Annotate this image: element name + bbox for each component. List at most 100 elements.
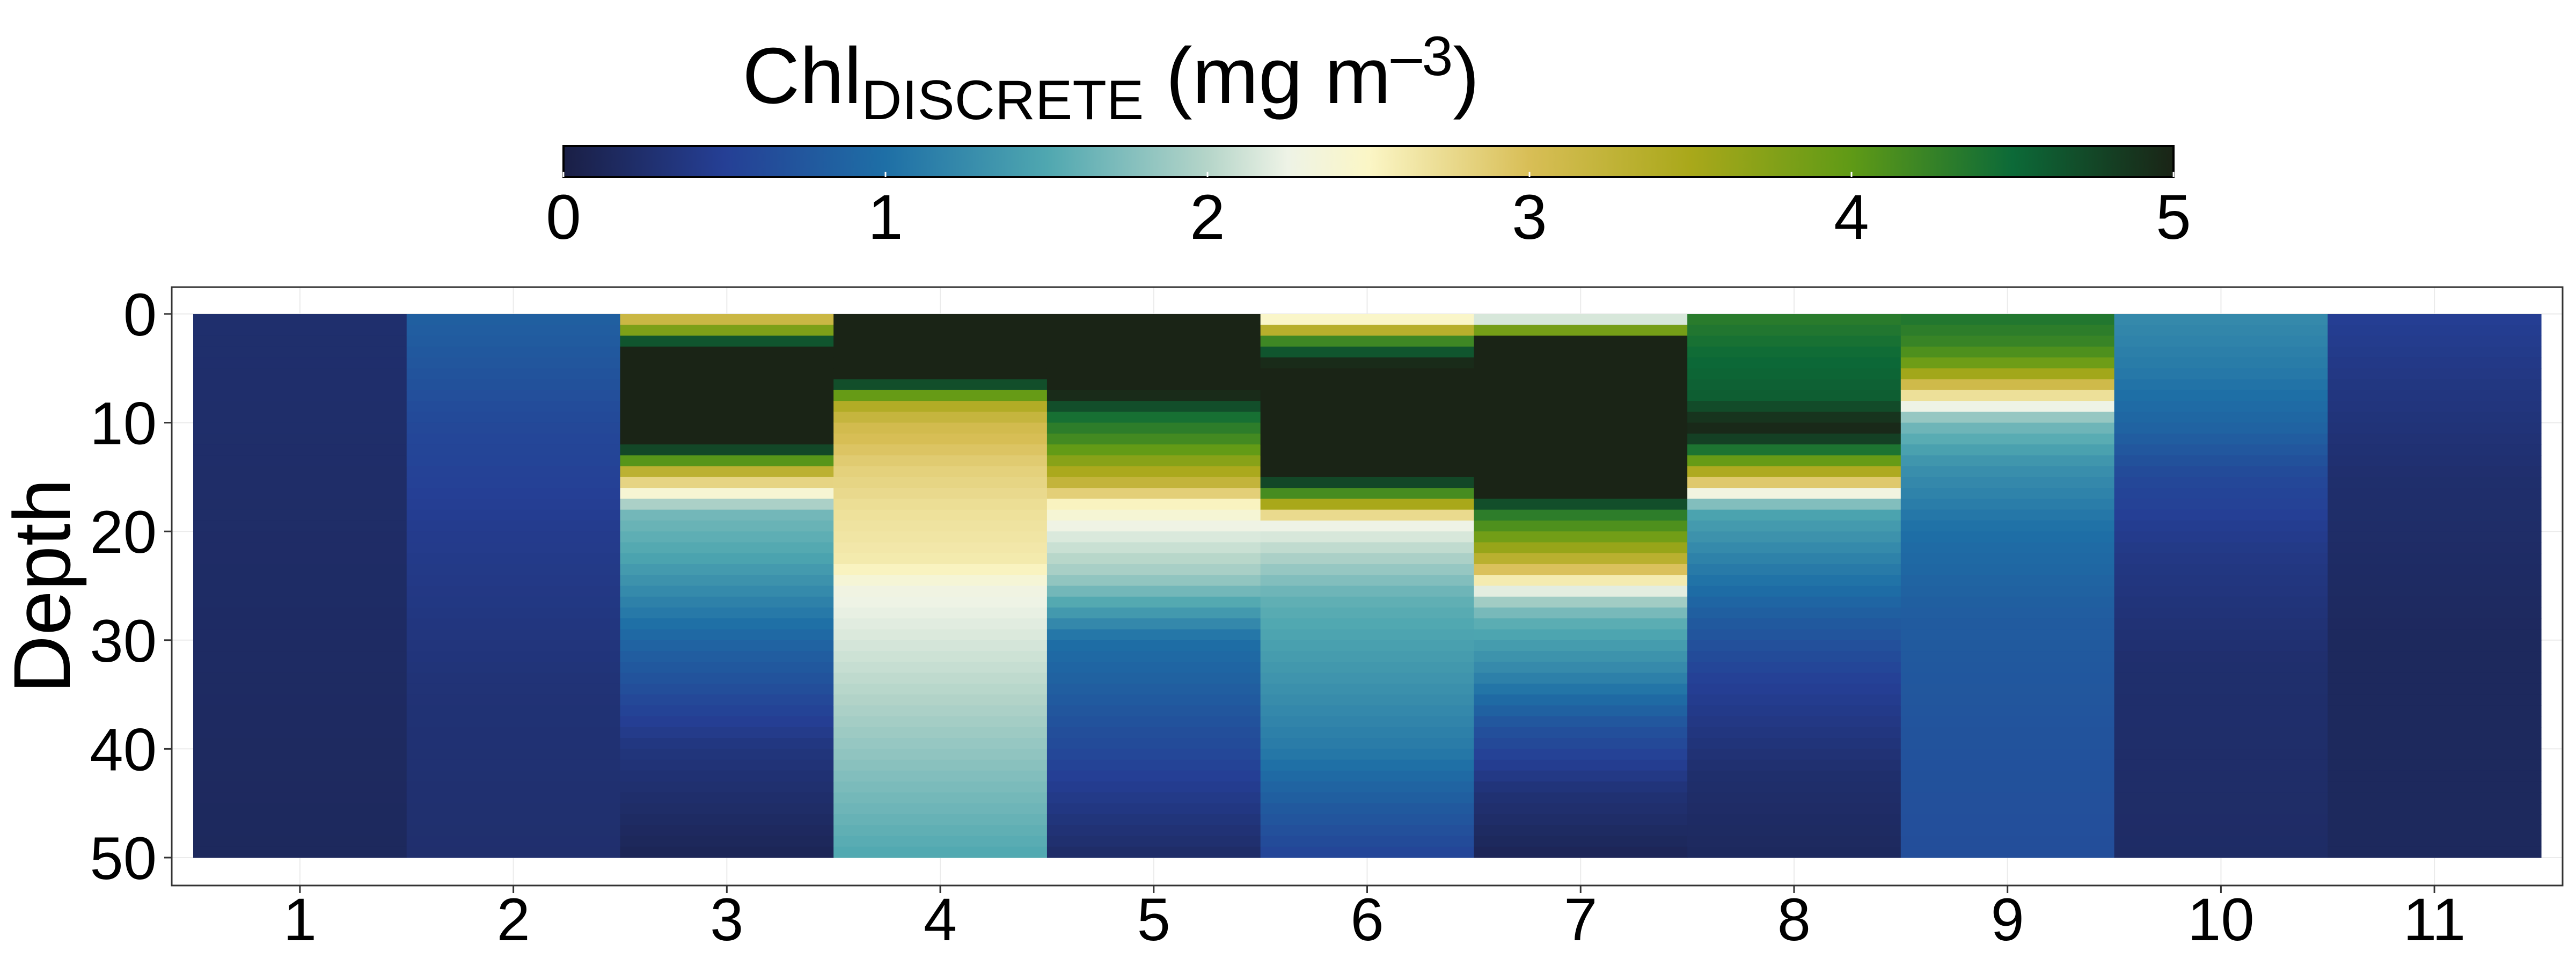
heatmap-cell — [620, 412, 834, 423]
heatmap-cell — [406, 846, 621, 858]
y-tick-label: 10 — [90, 390, 157, 457]
heatmap-cell — [1900, 520, 2115, 532]
heatmap-cell — [1260, 422, 1474, 434]
heatmap-cell — [193, 455, 407, 467]
colorbar-title: ChlDISCRETE (mg m–3) — [742, 25, 1479, 131]
heatmap-cell — [2114, 509, 2328, 521]
heatmap-cell — [406, 781, 621, 793]
heatmap-cell — [1687, 618, 1901, 630]
heatmap-cell — [2114, 531, 2328, 543]
station-column-7 — [1474, 314, 1688, 858]
heatmap-cell — [1046, 672, 1261, 684]
colorbar-tick-label: 1 — [868, 182, 903, 253]
heatmap-cell — [620, 694, 834, 706]
heatmap-cell — [193, 564, 407, 575]
heatmap-cell — [2328, 455, 2542, 467]
heatmap-cell — [1900, 433, 2115, 445]
heatmap-cell — [833, 499, 1048, 510]
station-column-5 — [1046, 314, 1261, 858]
heatmap-cell — [2328, 379, 2542, 391]
heatmap-cell — [1046, 379, 1261, 391]
heatmap-cell — [1900, 672, 2115, 684]
heatmap-cell — [833, 433, 1048, 445]
heatmap-cell — [1260, 466, 1474, 478]
heatmap-cell — [1900, 509, 2115, 521]
heatmap-cell — [406, 477, 621, 488]
station-column-3 — [620, 314, 834, 858]
heatmap-cell — [620, 738, 834, 749]
heatmap-cell — [2328, 509, 2542, 521]
heatmap-cell — [1260, 792, 1474, 804]
heatmap-cell — [620, 716, 834, 728]
heatmap-cell — [193, 629, 407, 641]
heatmap-cell — [193, 401, 407, 412]
heatmap-cell — [1474, 814, 1688, 825]
heatmap-cell — [833, 542, 1048, 554]
heatmap-cell — [1474, 836, 1688, 847]
heatmap-cell — [193, 433, 407, 445]
heatmap-cell — [193, 368, 407, 380]
heatmap-cell — [620, 325, 834, 336]
heatmap-cell — [193, 651, 407, 662]
heatmap-cell — [2114, 662, 2328, 674]
heatmap-cell — [406, 770, 621, 782]
heatmap-cell — [1474, 672, 1688, 684]
heatmap-cell — [1687, 466, 1901, 478]
heatmap-cell — [193, 520, 407, 532]
heatmap-cell — [620, 705, 834, 717]
heatmap-cell — [2114, 716, 2328, 728]
heatmap-cell — [406, 825, 621, 837]
heatmap-cell — [833, 488, 1048, 500]
heatmap-cell — [1260, 314, 1474, 325]
heatmap-cell — [406, 520, 621, 532]
heatmap-cell — [833, 520, 1048, 532]
heatmap-cell — [1260, 662, 1474, 674]
heatmap-cell — [1687, 662, 1901, 674]
heatmap-cell — [406, 444, 621, 456]
heatmap-cell — [2114, 346, 2328, 358]
heatmap-cell — [2328, 444, 2542, 456]
x-tick-label: 7 — [1564, 886, 1597, 953]
heatmap-cell — [1687, 433, 1901, 445]
heatmap-cell — [1260, 325, 1474, 336]
heatmap-cell — [193, 509, 407, 521]
heatmap-cell — [1900, 390, 2115, 401]
heatmap-cell — [1046, 553, 1261, 565]
heatmap-cell — [2328, 412, 2542, 423]
heatmap-cell — [406, 401, 621, 412]
heatmap-cell — [193, 716, 407, 728]
heatmap-cell — [620, 477, 834, 488]
heatmap-cell — [1687, 759, 1901, 771]
heatmap-cell — [2114, 781, 2328, 793]
heatmap-cell — [1474, 825, 1688, 837]
heatmap-cell — [2114, 357, 2328, 369]
heatmap-cell — [193, 357, 407, 369]
heatmap-cell — [1474, 618, 1688, 630]
heatmap-cell — [620, 640, 834, 652]
colorbar-tick-label: 0 — [546, 182, 581, 253]
heatmap-cell — [1474, 640, 1688, 652]
heatmap-cell — [2114, 705, 2328, 717]
heatmap-cell — [1474, 727, 1688, 738]
heatmap-cell — [1900, 662, 2115, 674]
heatmap-cell — [1474, 335, 1688, 347]
heatmap-cell — [1687, 542, 1901, 554]
heatmap-cells — [193, 314, 2542, 858]
heatmap-cell — [1260, 716, 1474, 728]
heatmap-cell — [1900, 629, 2115, 641]
heatmap-cell — [2114, 738, 2328, 749]
heatmap-cell — [193, 325, 407, 336]
heatmap-cell — [833, 738, 1048, 749]
heatmap-cell — [1260, 575, 1474, 587]
heatmap-cell — [1687, 477, 1901, 488]
heatmap-cell — [2114, 803, 2328, 815]
heatmap-cell — [620, 683, 834, 695]
heatmap-cell — [1260, 357, 1474, 369]
heatmap-cell — [1260, 553, 1474, 565]
heatmap-cell — [2114, 596, 2328, 608]
heatmap-cell — [620, 401, 834, 412]
heatmap-cell — [1687, 390, 1901, 401]
heatmap-cell — [1046, 335, 1261, 347]
heatmap-cell — [1260, 531, 1474, 543]
heatmap-cell — [2114, 499, 2328, 510]
